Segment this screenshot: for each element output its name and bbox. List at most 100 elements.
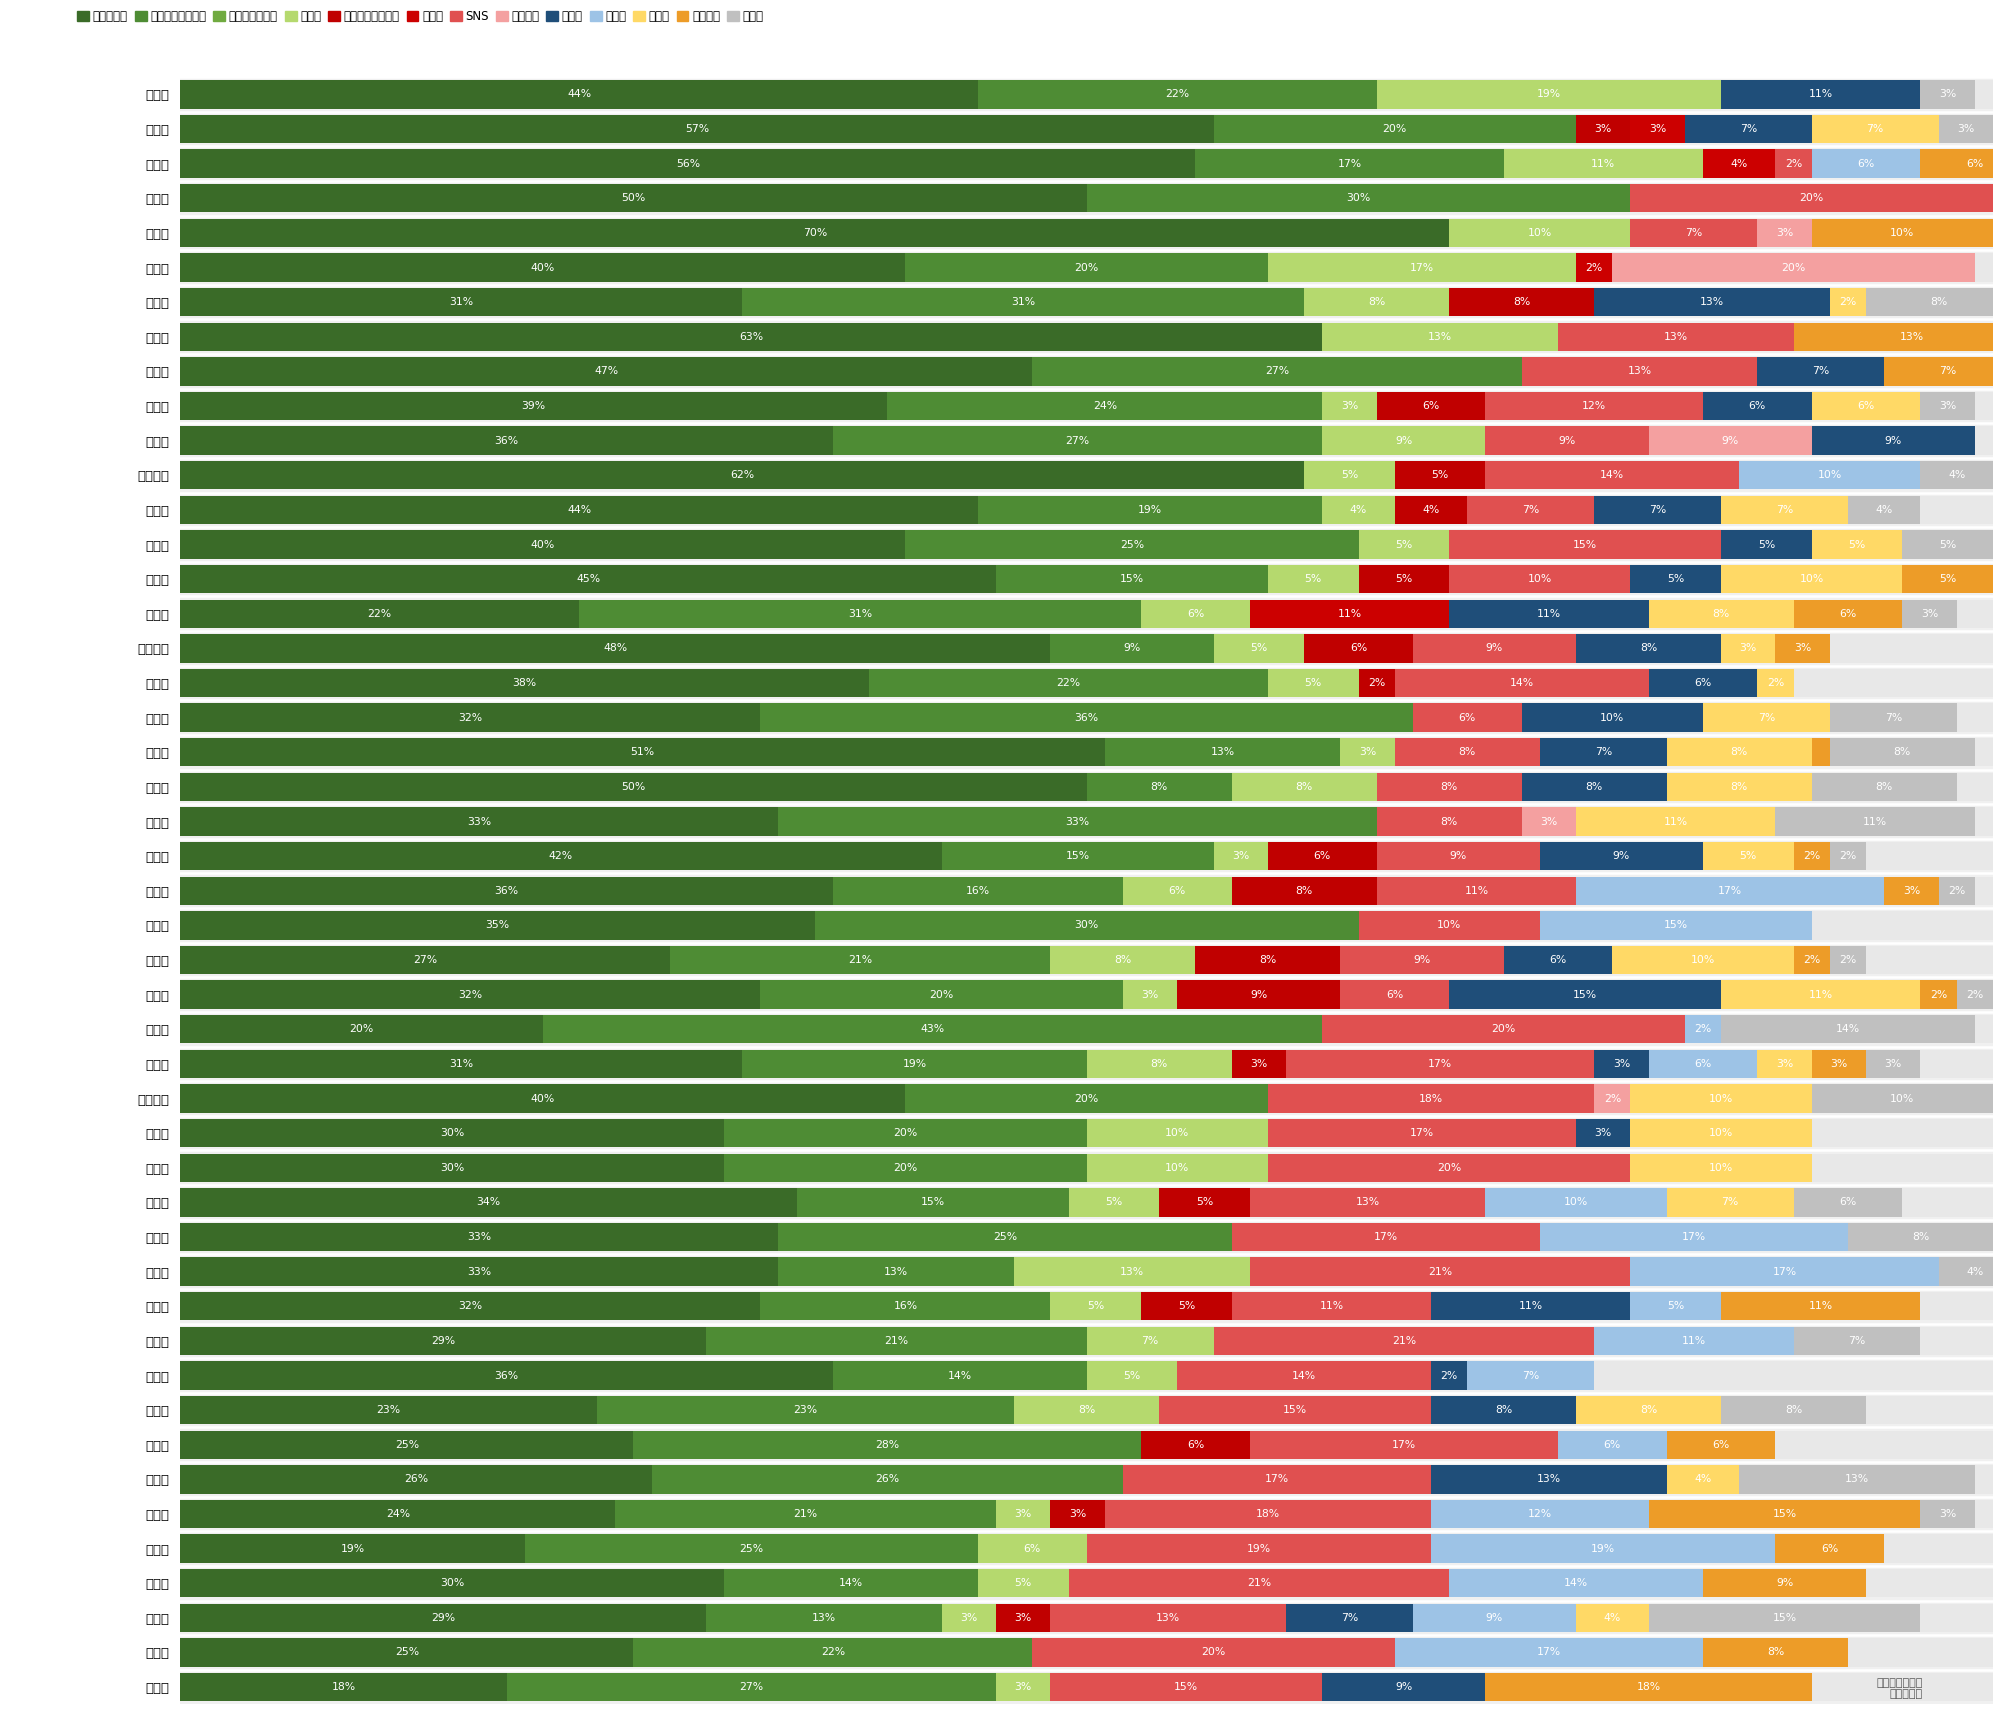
Bar <box>1250 600 1450 629</box>
Text: 6%: 6% <box>1422 401 1440 411</box>
Bar <box>1142 1430 1250 1459</box>
Text: 3%: 3% <box>1540 817 1558 826</box>
Text: 36%: 36% <box>495 1370 519 1381</box>
Text: 14%: 14% <box>839 1578 863 1588</box>
Bar <box>725 1153 1088 1182</box>
Bar <box>180 1223 1993 1250</box>
Text: 27%: 27% <box>1066 435 1090 445</box>
Text: 2%: 2% <box>1967 990 1983 1000</box>
Bar <box>1412 704 1522 731</box>
Bar <box>1721 980 1921 1009</box>
Bar <box>1430 1292 1630 1321</box>
Text: 6%: 6% <box>1604 1439 1620 1449</box>
Text: 17%: 17% <box>1266 1475 1290 1485</box>
Bar <box>1232 773 1376 802</box>
Bar <box>1412 634 1576 663</box>
Bar <box>180 461 1304 490</box>
Bar <box>180 1326 705 1355</box>
Bar <box>1648 1050 1757 1077</box>
Bar <box>1666 738 1813 766</box>
Bar <box>1340 980 1450 1009</box>
Text: 5%: 5% <box>1106 1197 1122 1208</box>
Text: 2%: 2% <box>1440 1370 1458 1381</box>
Bar <box>1522 704 1703 731</box>
Text: 10%: 10% <box>1528 574 1552 584</box>
Text: 30%: 30% <box>1074 920 1100 930</box>
Bar <box>1630 1257 1939 1286</box>
Bar <box>1793 600 1903 629</box>
Bar <box>180 531 905 558</box>
Text: 12%: 12% <box>1582 401 1606 411</box>
Bar <box>1014 1257 1250 1286</box>
Bar <box>1268 1119 1576 1148</box>
Text: 5%: 5% <box>1304 574 1322 584</box>
Bar <box>1394 461 1486 490</box>
Text: 36%: 36% <box>495 886 519 896</box>
Text: 3%: 3% <box>1070 1509 1086 1519</box>
Text: 5%: 5% <box>1340 471 1358 480</box>
Text: 9%: 9% <box>1612 851 1630 862</box>
Bar <box>180 1362 833 1389</box>
Bar <box>1196 149 1504 178</box>
Text: 13%: 13% <box>1845 1475 1869 1485</box>
Bar <box>615 1501 995 1528</box>
Text: 6%: 6% <box>1186 1439 1204 1449</box>
Text: 6%: 6% <box>1749 401 1767 411</box>
Text: 21%: 21% <box>847 956 871 964</box>
Text: 3%: 3% <box>1903 886 1921 896</box>
Text: 18%: 18% <box>330 1682 355 1692</box>
Text: 11%: 11% <box>1809 89 1833 99</box>
Text: 4%: 4% <box>1695 1475 1713 1485</box>
Bar <box>1576 254 1612 281</box>
Bar <box>180 288 743 317</box>
Bar <box>995 1501 1050 1528</box>
Text: 17%: 17% <box>1374 1232 1398 1242</box>
Bar <box>180 738 1993 766</box>
Text: 22%: 22% <box>369 608 393 618</box>
Text: 10%: 10% <box>1166 1129 1190 1137</box>
Bar <box>180 115 1993 144</box>
Text: 9%: 9% <box>1250 990 1268 1000</box>
Text: 6%: 6% <box>1024 1543 1042 1554</box>
Bar <box>705 1326 1088 1355</box>
Text: 9%: 9% <box>1414 956 1430 964</box>
Text: 4%: 4% <box>1731 159 1749 168</box>
Text: 56%: 56% <box>675 159 699 168</box>
Bar <box>180 392 887 420</box>
Text: 6%: 6% <box>1458 713 1476 723</box>
Text: 9%: 9% <box>1450 851 1466 862</box>
Bar <box>1831 738 1975 766</box>
Bar <box>1250 1189 1486 1216</box>
Text: 31%: 31% <box>847 608 871 618</box>
Bar <box>180 1292 761 1321</box>
Bar <box>1268 841 1376 870</box>
Text: 5%: 5% <box>1741 851 1757 862</box>
Bar <box>1450 531 1721 558</box>
Text: 31%: 31% <box>1012 296 1036 307</box>
Bar <box>180 1638 1993 1667</box>
Text: 20%: 20% <box>1799 194 1825 204</box>
Text: 22%: 22% <box>1166 89 1190 99</box>
Bar <box>1068 1189 1160 1216</box>
Text: 8%: 8% <box>1296 781 1312 791</box>
Bar <box>761 1292 1050 1321</box>
Text: 3%: 3% <box>1831 1059 1847 1069</box>
Bar <box>180 1292 1993 1321</box>
Bar <box>180 1119 725 1148</box>
Text: 16%: 16% <box>965 886 989 896</box>
Text: 5%: 5% <box>1849 540 1865 550</box>
Text: 63%: 63% <box>739 332 763 343</box>
Bar <box>180 1465 651 1494</box>
Bar <box>180 600 579 629</box>
Text: 5%: 5% <box>1666 574 1685 584</box>
Bar <box>1703 841 1793 870</box>
Bar <box>1486 1674 1813 1701</box>
Text: 15%: 15% <box>1120 574 1144 584</box>
Text: 13%: 13% <box>1156 1614 1180 1622</box>
Bar <box>180 1050 1993 1077</box>
Bar <box>180 668 1993 697</box>
Text: 11%: 11% <box>1338 608 1362 618</box>
Text: 17%: 17% <box>1338 159 1362 168</box>
Text: 17%: 17% <box>1410 262 1434 272</box>
Bar <box>1612 946 1793 975</box>
